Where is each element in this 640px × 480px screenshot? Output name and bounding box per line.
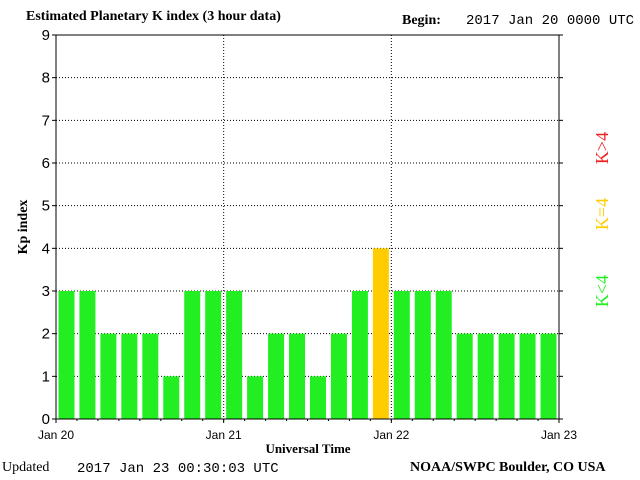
kp-bar xyxy=(205,291,222,419)
updated-value: 2017 Jan 23 00:30:03 UTC xyxy=(77,461,279,477)
x-axis-label: Universal Time xyxy=(265,441,350,456)
x-tick-label: Jan 23 xyxy=(541,428,577,442)
kp-bar xyxy=(79,291,96,419)
kp-bar xyxy=(142,333,159,419)
kp-bar xyxy=(268,333,285,419)
kp-bar xyxy=(184,291,201,419)
kp-bar xyxy=(372,248,389,419)
y-tick-label: 0 xyxy=(42,411,50,428)
y-tick-label: 2 xyxy=(42,326,50,343)
kp-bar xyxy=(330,333,347,419)
grid-layer xyxy=(56,35,559,419)
kp-bar xyxy=(456,333,473,419)
y-tick-label: 7 xyxy=(42,112,50,129)
y-tick-label: 9 xyxy=(42,27,50,44)
kp-bar xyxy=(163,376,180,419)
kp-bar xyxy=(351,291,368,419)
plot-frame xyxy=(55,34,560,420)
kp-bar xyxy=(393,291,410,419)
y-tick-label: 4 xyxy=(42,240,50,257)
y-tick-label: 6 xyxy=(42,155,50,172)
x-tick-label: Jan 22 xyxy=(373,428,409,442)
source-credit: NOAA/SWPC Boulder, CO USA xyxy=(410,460,606,475)
kp-bar xyxy=(540,333,557,419)
x-tick-label: Jan 21 xyxy=(206,428,242,442)
kp-bar xyxy=(414,291,431,419)
y-tick-label: 5 xyxy=(42,198,50,215)
begin-label: Begin: xyxy=(402,13,441,28)
legend-low: K<4 xyxy=(592,275,612,307)
bar-layer xyxy=(58,248,557,419)
kp-bar xyxy=(309,376,326,419)
legend: K<4 K=4 K>4 xyxy=(592,132,612,307)
chart-title: Estimated Planetary K index (3 hour data… xyxy=(26,9,281,24)
kp-bar xyxy=(226,291,243,419)
y-tick-label: 8 xyxy=(42,70,50,87)
legend-high: K>4 xyxy=(592,132,612,164)
kp-bar xyxy=(477,333,494,419)
kp-bar xyxy=(100,333,117,419)
y-axis-label: Kp index xyxy=(16,200,31,255)
kp-bar xyxy=(289,333,306,419)
legend-mid: K=4 xyxy=(592,198,612,230)
updated-label: Updated xyxy=(2,460,50,475)
y-tick-label: 1 xyxy=(42,368,50,385)
axis-layer: 0 1 2 3 4 5 6 7 8 9 Jan 20 Jan 21 Jan 22 Jan 23 xyxy=(38,27,577,442)
kp-bar xyxy=(121,333,138,419)
kp-bar xyxy=(58,291,75,419)
kp-bar xyxy=(498,333,515,419)
y-tick-label: 3 xyxy=(42,283,50,300)
kp-bar xyxy=(519,333,536,419)
x-tick-label: Jan 20 xyxy=(38,428,74,442)
begin-value: 2017 Jan 20 0000 UTC xyxy=(466,13,635,29)
kp-bar xyxy=(435,291,452,419)
kp-bar xyxy=(247,376,264,419)
